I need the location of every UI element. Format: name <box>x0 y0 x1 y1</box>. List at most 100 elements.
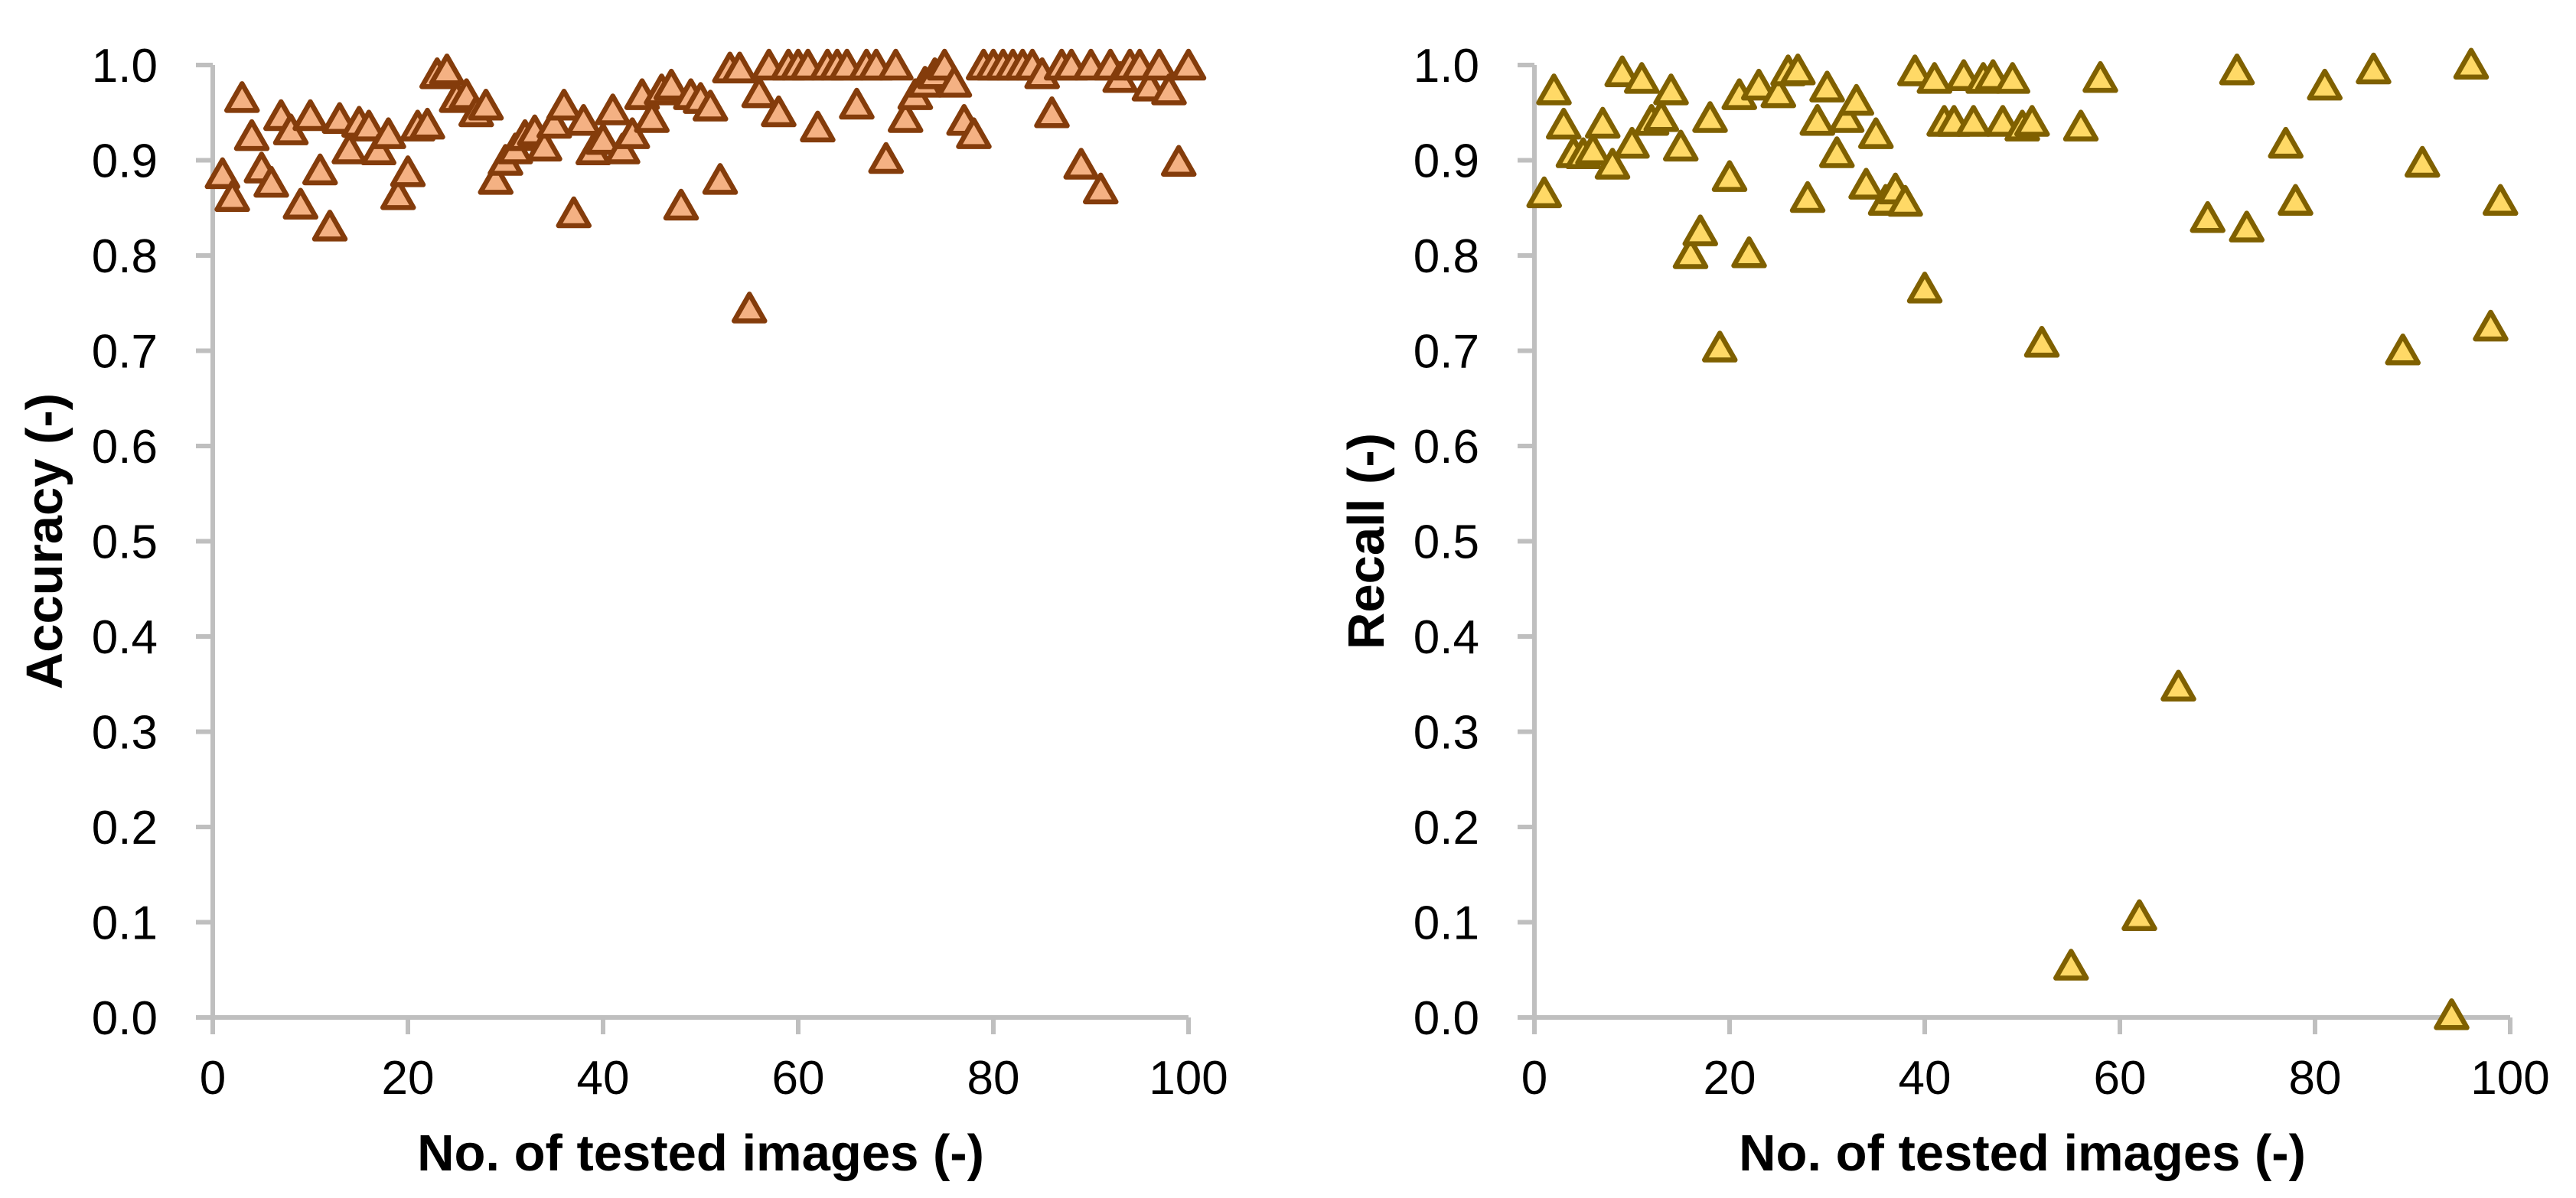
data-point-marker <box>1711 160 1748 192</box>
data-point-marker <box>1984 105 2021 137</box>
data-point-marker <box>1828 101 1865 133</box>
y-tick-label: 0.1 <box>92 897 158 950</box>
data-point-marker <box>634 101 670 133</box>
data-point-marker <box>868 142 904 174</box>
data-point-marker <box>663 188 699 221</box>
data-point-marker <box>1789 181 1826 213</box>
data-point-marker <box>1594 148 1631 180</box>
x-tick-label: 60 <box>2094 1052 2147 1105</box>
data-point-marker <box>693 90 729 122</box>
data-point-marker <box>1614 126 1650 159</box>
y-tick-label: 0.5 <box>1414 516 1479 569</box>
data-point-marker <box>224 81 260 113</box>
data-point-marker <box>331 132 367 164</box>
y-tick-label: 0.7 <box>1414 326 1479 379</box>
x-tick-label: 60 <box>772 1052 825 1105</box>
data-point-marker <box>233 119 270 151</box>
data-point-marker <box>654 68 690 101</box>
data-point-marker <box>1604 55 1640 87</box>
y-tick-label: 0.6 <box>1414 421 1479 474</box>
data-point-marker <box>2014 105 2050 137</box>
data-point-marker <box>1731 236 1767 269</box>
data-point-marker <box>1858 117 1894 149</box>
data-point-marker <box>1083 172 1119 205</box>
recall-plot: 0.0 0.1 0.2 0.3 0.4 0.5 0.6 0.7 0.8 0.9 1.0 0 20 40 60… <box>1338 40 2550 1182</box>
data-point-marker <box>1887 184 1923 217</box>
data-point-marker <box>1624 62 1660 94</box>
x-tick-label: 0 <box>1521 1052 1547 1105</box>
y-tick-label: 0.5 <box>92 516 158 569</box>
data-point-marker <box>1063 148 1099 180</box>
data-point-marker <box>1141 48 1177 81</box>
data-point-marker <box>1838 83 1874 116</box>
data-point-marker <box>936 66 973 98</box>
x-tick-label: 0 <box>200 1052 226 1105</box>
y-tick-label: 0.1 <box>1414 897 1479 950</box>
accuracy-plot: 0.0 0.1 0.2 0.3 0.4 0.5 0.6 0.7 0.8 0.9 1.0 0 20 40 60… <box>16 40 1228 1182</box>
data-point-marker <box>1663 129 1699 162</box>
y-tick-label: 0.9 <box>92 135 158 188</box>
y-tick-label: 0.8 <box>1414 230 1479 283</box>
data-point-marker <box>2121 899 2157 932</box>
y-tick-label: 1.0 <box>1414 40 1479 93</box>
data-point-marker <box>1692 101 1728 133</box>
data-point-marker <box>2434 998 2470 1030</box>
x-tick-label: 20 <box>1704 1052 1756 1105</box>
data-point-marker <box>1575 133 1611 166</box>
data-point-marker <box>1643 99 1679 132</box>
data-point-marker <box>351 109 387 142</box>
data-point-marker <box>2473 309 2509 342</box>
data-point-marker <box>478 163 514 195</box>
data-point-marker <box>1585 106 1621 139</box>
y-tick-label: 0.2 <box>92 802 158 855</box>
data-point-marker <box>585 122 621 155</box>
data-point-marker <box>800 110 836 143</box>
data-point-marker <box>2356 52 2392 85</box>
data-point-marker <box>1799 103 1835 136</box>
data-point-marker <box>311 210 348 242</box>
x-tick-label: 80 <box>2289 1052 2342 1105</box>
data-point-marker <box>527 129 562 162</box>
data-point-marker <box>2053 949 2089 981</box>
data-point-marker <box>1672 237 1709 269</box>
data-point-marker <box>566 103 602 136</box>
x-tick-label: 20 <box>382 1052 435 1105</box>
y-tick-label: 1.0 <box>92 40 158 93</box>
data-point-marker <box>370 117 406 149</box>
data-point-marker <box>761 95 797 128</box>
data-point-marker <box>956 117 992 149</box>
data-point-marker <box>702 163 739 195</box>
x-tick-label: 40 <box>1899 1052 1952 1105</box>
data-point-marker <box>292 99 328 132</box>
y-tick-label: 0.6 <box>92 421 158 474</box>
data-point-marker <box>204 157 240 190</box>
x-axis-title: No. of tested images (-) <box>417 1125 984 1182</box>
data-point-marker <box>2453 47 2490 80</box>
data-point-marker <box>390 155 426 187</box>
data-point-marker <box>1955 105 1991 137</box>
data-point-marker <box>888 101 924 133</box>
data-point-marker <box>1994 62 2030 94</box>
data-point-marker <box>839 87 875 120</box>
data-point-marker <box>2190 200 2225 233</box>
data-point-marker <box>214 180 250 213</box>
x-tick-label: 80 <box>967 1052 1020 1105</box>
y-tick-label: 0.9 <box>1414 135 1479 188</box>
data-point-marker <box>468 89 504 121</box>
data-point-marker <box>1682 214 1718 246</box>
data-point-marker <box>1760 76 1796 109</box>
y-tick-label: 0.3 <box>92 707 158 760</box>
data-point-marker <box>2160 669 2196 702</box>
data-point-marker <box>2278 184 2314 216</box>
data-point-marker <box>741 76 778 109</box>
data-point-marker <box>1906 272 1943 304</box>
data-point-marker <box>556 196 592 229</box>
data-point-marker <box>2483 184 2519 216</box>
y-tick-label: 0.4 <box>1414 611 1479 664</box>
data-point-marker <box>282 187 318 220</box>
data-point-marker <box>1819 136 1855 168</box>
data-point-marker <box>360 133 396 166</box>
data-point-marker <box>2062 109 2099 142</box>
x-tick-label: 100 <box>1149 1052 1228 1105</box>
